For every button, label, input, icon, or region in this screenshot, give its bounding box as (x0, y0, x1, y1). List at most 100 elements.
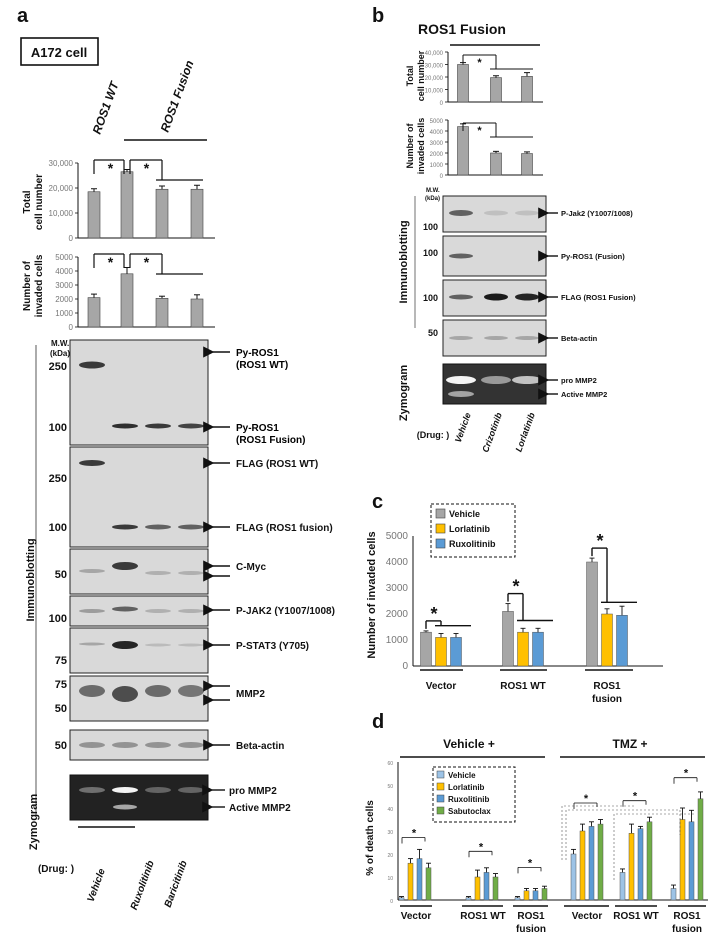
y-axis-label: invaded cells (416, 118, 426, 175)
y-tick-label: 10,000 (49, 209, 74, 218)
significance-star: * (684, 768, 689, 780)
x-group-label: ROS1 (593, 681, 621, 692)
y-tick-label: 20 (387, 853, 393, 859)
bar-0-0 (398, 897, 405, 901)
zymo-label: Active MMP2 (229, 803, 291, 814)
x-group-label: ROS1 (673, 911, 701, 922)
significance-star: * (596, 531, 603, 551)
significance-star: * (144, 160, 150, 176)
zymo-band (113, 804, 137, 810)
bar-2-5 (688, 821, 695, 901)
legend-label: Lorlatinib (448, 783, 485, 792)
blot-label: Py-ROS1 (236, 348, 279, 359)
blot-band (178, 524, 204, 530)
significance-star: * (108, 254, 114, 270)
blot-band (484, 293, 508, 301)
x-group-label: ROS1 WT (500, 681, 546, 692)
legend-swatch (436, 782, 445, 791)
drug-label: (Drug: ) (417, 430, 450, 440)
zymo-band (448, 391, 474, 397)
drug-name: Baricitinib (163, 859, 190, 909)
zymo-band (446, 376, 476, 384)
blot-band (112, 606, 138, 612)
y-tick-label: 10,000 (425, 89, 444, 95)
bar-2 (155, 188, 169, 239)
blot-band (449, 336, 473, 340)
drug-name: Vehicle (86, 867, 108, 904)
blot-band (449, 253, 473, 259)
y-tick-label: 0 (69, 234, 74, 243)
zymo-band (481, 376, 511, 384)
blot-band (112, 562, 138, 570)
legend-swatch (435, 508, 446, 519)
y-tick-label: 50 (387, 784, 393, 790)
group-label-fusion: ROS1 Fusion (158, 58, 197, 134)
blot-band (112, 742, 138, 748)
bar-0-2 (586, 561, 598, 667)
blot-band (449, 210, 473, 216)
legend-swatch (435, 538, 446, 549)
bar-0-3 (570, 853, 577, 901)
blot-label: (ROS1 WT) (236, 360, 288, 371)
bar-0-4 (619, 872, 626, 901)
bar-3-0 (425, 867, 432, 901)
y-tick-label: 5000 (430, 119, 444, 125)
mw-marker: 250 (49, 473, 67, 485)
zymogram-label: Zymogram (398, 365, 410, 421)
y-tick-label: 30,000 (425, 64, 444, 70)
bar-0 (457, 64, 469, 103)
bar-1-0 (435, 637, 447, 667)
legend-label: Sabutoclax (448, 807, 491, 816)
blot-label: FLAG (ROS1 WT) (236, 459, 318, 470)
y-tick-label: 0 (402, 661, 408, 672)
blot-band (178, 643, 204, 647)
chart-a-invaded: 0 1000 2000 3000 4000 5000 * * (55, 253, 215, 332)
bar-0 (457, 126, 469, 176)
blot-label: C-Myc (236, 562, 266, 573)
y-tick-label: 10 (387, 876, 393, 882)
bar-1 (490, 77, 502, 103)
mw-marker: 100 (423, 293, 438, 303)
y-tick-label: 5000 (386, 531, 409, 542)
bar-0-0 (420, 631, 432, 667)
zymo-band (512, 376, 542, 384)
blot-band (79, 742, 105, 748)
significance-star: * (633, 791, 638, 803)
x-group-label: fusion (672, 924, 702, 935)
bar-2-0 (416, 858, 423, 901)
y-tick-label: 20,000 (49, 184, 74, 193)
mw-marker: 50 (55, 740, 67, 752)
blot-label: Py-ROS1 (236, 423, 279, 434)
bar-2-3 (588, 826, 595, 901)
bar-2-0 (450, 637, 462, 667)
y-axis-label: cell number (416, 50, 426, 101)
blot-band (79, 361, 105, 369)
blot-band (515, 293, 539, 301)
y-axis-label: cell number (34, 174, 45, 230)
y-axis-label: Total (22, 190, 33, 213)
blot-label: FLAG (ROS1 fusion) (236, 523, 333, 534)
header-tmz: TMZ + (613, 737, 648, 751)
mw-marker: 250 (49, 361, 67, 373)
y-axis-label: Number of (22, 260, 33, 311)
mw-marker: 75 (55, 655, 67, 667)
blot-band (79, 460, 105, 466)
blot-band (178, 742, 204, 748)
legend-swatch (435, 523, 446, 534)
bar-2-1 (483, 872, 490, 901)
cell-box (20, 37, 99, 66)
significance-star: * (144, 254, 150, 270)
dashed-connector (561, 805, 636, 860)
mw-marker: 100 (49, 422, 67, 434)
y-tick-label: 5000 (55, 253, 73, 262)
bar-1-5 (679, 819, 686, 901)
bar-1-2 (601, 613, 613, 667)
x-group-label: Vector (401, 911, 432, 922)
zymo-label: Active MMP2 (561, 390, 607, 399)
significance-star: * (430, 604, 437, 624)
immunoblotting-label: Immunoblotting (25, 538, 37, 621)
panel-letter-b: b (372, 5, 384, 27)
y-tick-label: 40 (387, 807, 393, 813)
header-vehicle: Vehicle + (443, 737, 495, 751)
